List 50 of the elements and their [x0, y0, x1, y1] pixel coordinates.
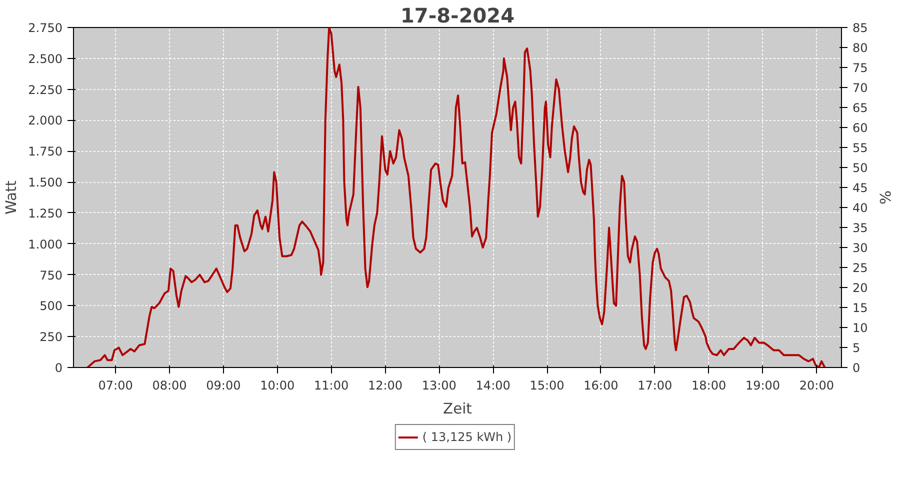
y2-axis-title: % — [876, 190, 893, 205]
y-tick-label: 250 — [40, 330, 62, 344]
y-tick-label: 750 — [40, 268, 62, 282]
y-axis-title: Watt — [3, 180, 20, 215]
x-tick-label: 11:00 — [314, 378, 349, 392]
y2-tick-label: 5 — [852, 341, 860, 355]
y2-tick-label: 85 — [852, 21, 868, 35]
y-tick-label: 0 — [54, 361, 63, 375]
y2-tick-label: 35 — [852, 221, 868, 235]
y2-tick-label: 30 — [852, 241, 868, 255]
x-tick-label: 09:00 — [206, 378, 241, 392]
y2-tick-label: 80 — [852, 41, 868, 55]
x-tick-label: 12:00 — [368, 378, 403, 392]
y2-tick-label: 55 — [852, 141, 868, 155]
y2-tick-label: 10 — [852, 321, 868, 335]
y-tick-label: 1.000 — [28, 237, 63, 252]
y-tick-label: 1.250 — [28, 206, 63, 220]
y2-tick-label: 15 — [852, 301, 868, 315]
y2-tick-label: 75 — [852, 61, 868, 75]
x-tick-label: 14:00 — [476, 378, 510, 392]
y2-tick-label: 40 — [852, 201, 868, 215]
y-tick-label: 2.500 — [28, 52, 63, 66]
legend-label: ( 13,125 kWh ) — [422, 430, 512, 444]
y2-tick-label: 20 — [852, 281, 868, 295]
line-series — [86, 28, 826, 368]
y2-tick-label: 0 — [852, 361, 860, 375]
x-tick-label: 10:00 — [260, 378, 295, 392]
y-tick-label: 2.250 — [28, 82, 63, 97]
x-tick-label: 20:00 — [799, 378, 834, 392]
y2-tick-label: 25 — [852, 261, 868, 275]
y-tick-label: 1.500 — [28, 176, 63, 190]
x-axis-title: Zeit — [443, 400, 472, 418]
x-tick-label: 07:00 — [98, 378, 133, 392]
x-tick-label: 13:00 — [422, 378, 456, 392]
y2-tick-label: 70 — [852, 81, 868, 95]
y-tick-label: 2.000 — [28, 114, 63, 128]
chart-title: 17-8-2024 — [400, 4, 515, 28]
y-tick-label: 500 — [40, 299, 62, 314]
x-tick-label: 16:00 — [584, 378, 618, 392]
y2-tick-label: 60 — [852, 121, 868, 135]
y2-tick-label: 65 — [852, 101, 868, 115]
x-tick-label: 19:00 — [745, 378, 780, 392]
x-tick-label: 15:00 — [530, 378, 564, 392]
y-tick-label: 1.750 — [28, 144, 63, 159]
x-tick-label: 08:00 — [152, 378, 187, 392]
x-tick-label: 18:00 — [692, 378, 726, 392]
y2-tick-label: 45 — [852, 181, 868, 195]
x-tick-label: 17:00 — [638, 378, 672, 392]
y-tick-label: 2.750 — [28, 21, 63, 35]
y2-tick-label: 50 — [852, 161, 868, 175]
